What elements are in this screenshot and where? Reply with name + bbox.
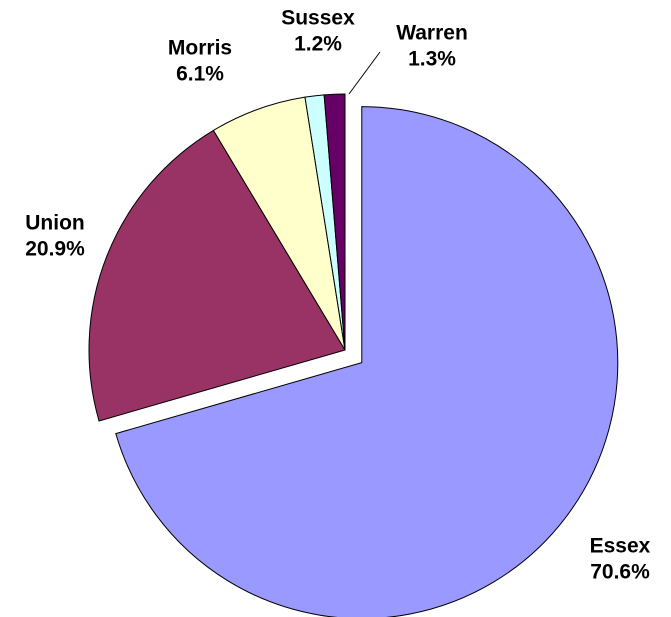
pie-slice bbox=[115, 106, 619, 617]
slice-value-label: 6.1% bbox=[176, 63, 224, 86]
slice-value-label: 1.3% bbox=[408, 48, 456, 71]
pie-slice bbox=[88, 129, 346, 422]
slice-value-label: 20.9% bbox=[25, 238, 85, 261]
slice-value-label: 1.2% bbox=[294, 33, 342, 56]
slice-label: Union bbox=[25, 212, 84, 235]
pie-slice bbox=[323, 93, 346, 351]
slice-label: Warren bbox=[396, 22, 468, 45]
slice-label: Morris bbox=[168, 37, 232, 60]
leader-line bbox=[348, 51, 381, 95]
slice-label: Essex bbox=[590, 535, 651, 558]
slice-value-label: 70.6% bbox=[590, 561, 650, 584]
slice-label: Sussex bbox=[281, 7, 355, 30]
